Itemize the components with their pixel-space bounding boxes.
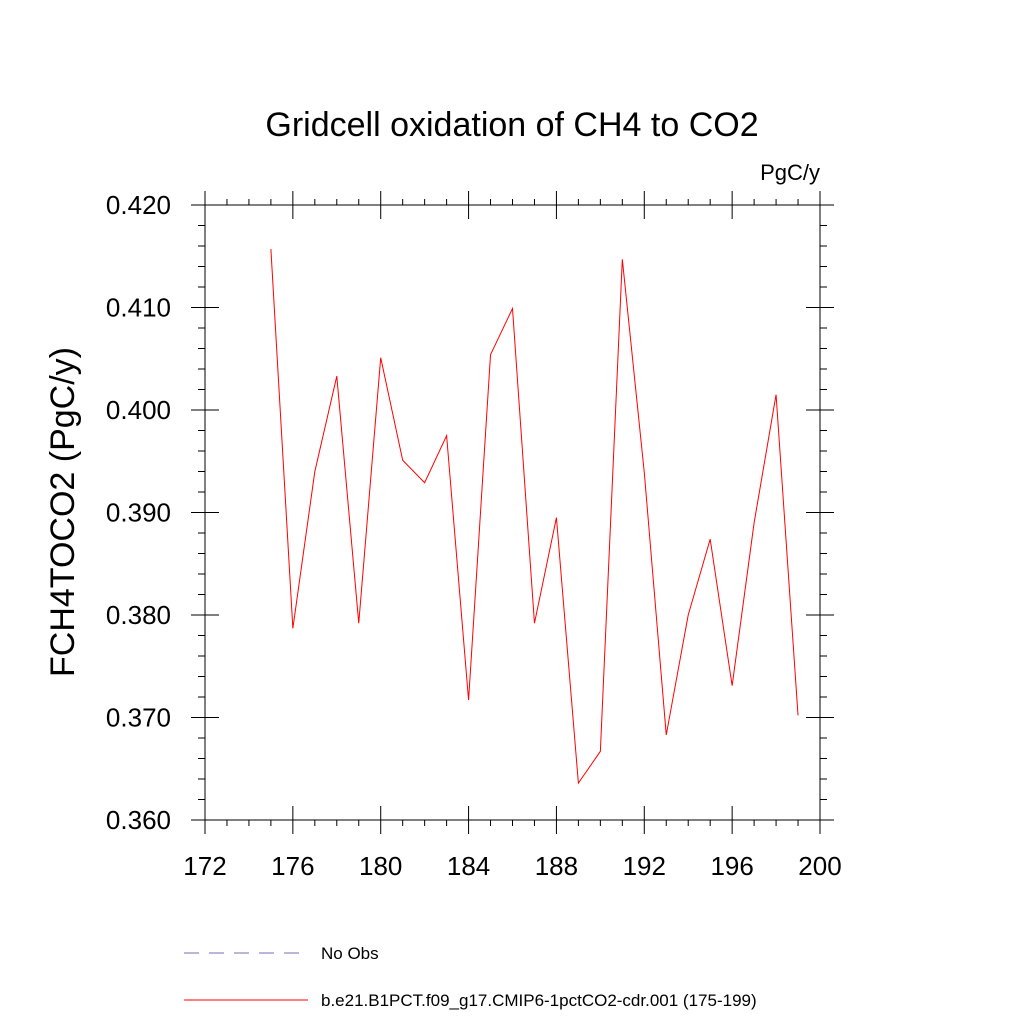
legend-label-no-obs: No Obs xyxy=(321,944,379,963)
y-tick-label: 0.400 xyxy=(106,395,171,425)
chart-title: Gridcell oxidation of CH4 to CO2 xyxy=(265,106,758,144)
x-tick-label: 184 xyxy=(447,851,490,881)
y-tick-label: 0.370 xyxy=(106,703,171,733)
y-tick-label: 0.420 xyxy=(106,190,171,220)
y-tick-label: 0.360 xyxy=(106,805,171,835)
x-tick-labels: 172 176 180 184 188 192 196 200 xyxy=(183,851,841,881)
y-tick-labels: 0.360 0.370 0.380 0.390 0.400 0.410 0.420 xyxy=(106,190,171,835)
legend-label-model-run: b.e21.B1PCT.f09_g17.CMIP6-1pctCO2-cdr.00… xyxy=(321,991,757,1010)
x-tick-label: 192 xyxy=(623,851,666,881)
series-line xyxy=(270,249,799,785)
units-label: PgC/y xyxy=(760,160,820,185)
major-ticks xyxy=(191,191,834,834)
y-tick-label: 0.390 xyxy=(106,498,171,528)
series-group xyxy=(270,249,799,785)
x-tick-label: 172 xyxy=(183,851,226,881)
x-tick-label: 180 xyxy=(359,851,402,881)
x-tick-label: 200 xyxy=(798,851,841,881)
minor-ticks xyxy=(198,199,827,826)
x-tick-label: 188 xyxy=(535,851,578,881)
y-axis-label: FCH4TOCO2 (PgC/y) xyxy=(44,347,82,677)
y-tick-label: 0.410 xyxy=(106,293,171,323)
y-tick-label: 0.380 xyxy=(106,600,171,630)
legend: No Obs b.e21.B1PCT.f09_g17.CMIP6-1pctCO2… xyxy=(184,944,757,1010)
plot-frame xyxy=(204,204,821,821)
x-tick-label: 176 xyxy=(271,851,314,881)
x-tick-label: 196 xyxy=(710,851,753,881)
